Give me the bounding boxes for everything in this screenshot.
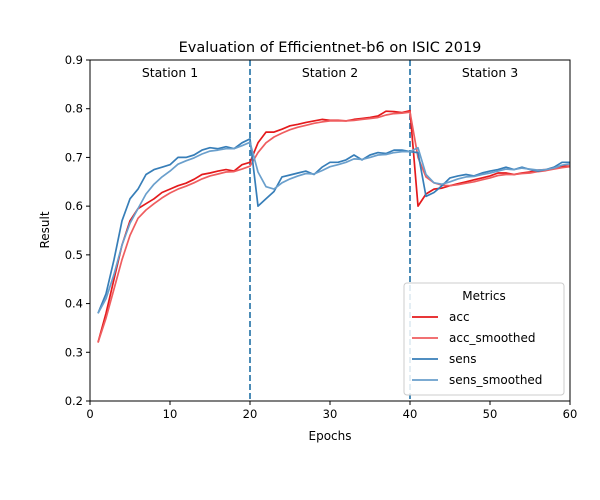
y-axis-label: Result (38, 211, 52, 248)
series-line-acc-smoothed (97, 111, 571, 343)
legend-label-sens: sens (449, 352, 477, 366)
y-tick-label-0.6: 0.6 (65, 199, 83, 213)
series-line-sens-smoothed (97, 141, 571, 314)
station-label-2: Station 2 (302, 65, 358, 80)
chart-title: Evaluation of Efficientnet-b6 on ISIC 20… (179, 40, 482, 56)
legend-title: Metrics (462, 289, 506, 303)
y-tick-label-0.4: 0.4 (65, 297, 83, 311)
y-tick-label-0.8: 0.8 (65, 102, 83, 116)
series-line-sens (97, 138, 570, 314)
x-tick-label-60: 60 (563, 407, 578, 421)
station-label-3: Station 3 (462, 65, 518, 80)
y-tick-label-0.5: 0.5 (65, 248, 83, 262)
x-tick-label-0: 0 (86, 407, 93, 421)
legend-box (403, 282, 565, 396)
legend-label-acc-smoothed: acc_smoothed (449, 331, 535, 345)
x-tick-label-30: 30 (323, 407, 338, 421)
y-tick-label-0.9: 0.9 (65, 53, 83, 67)
y-tick-label-0.7: 0.7 (65, 150, 83, 164)
y-axis: 0.2 0.3 0.4 0.5 0.6 0.7 0.8 0.9 (65, 53, 90, 408)
x-tick-label-50: 50 (483, 407, 498, 421)
legend-label-acc: acc (449, 310, 470, 324)
x-tick-label-20: 20 (243, 407, 258, 421)
x-axis-label: Epochs (309, 429, 352, 443)
x-tick-label-40: 40 (403, 407, 418, 421)
y-tick-label-0.3: 0.3 (65, 345, 83, 359)
legend-label-sens-smoothed: sens_smoothed (449, 373, 542, 387)
x-tick-label-10: 10 (163, 407, 178, 421)
x-axis: 0 10 20 30 40 50 60 (86, 401, 577, 421)
y-tick-label-0.2: 0.2 (65, 394, 83, 408)
station-label-1: Station 1 (142, 65, 198, 80)
